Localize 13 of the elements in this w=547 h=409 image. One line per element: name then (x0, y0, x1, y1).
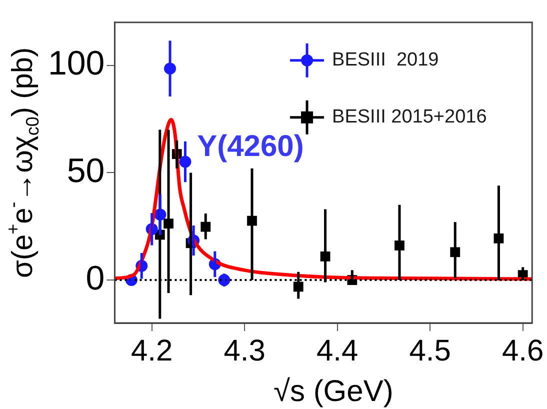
y-tick-label: 50 (66, 152, 105, 190)
x-tick-label: 4.5 (409, 334, 451, 368)
legend-label: BESIII 2015+2016 (332, 106, 487, 128)
x-tick-label: 4.6 (502, 334, 544, 368)
y-axis-title: σ(e+e-→ωχc0) (pb) (2, 47, 42, 278)
x-tick-label: 4.2 (130, 334, 173, 368)
annotation: Y(4260) (197, 130, 304, 163)
legend-label: BESIII 2019 (332, 50, 439, 71)
x-tick-label: 4.4 (316, 334, 358, 368)
y-tick-label: 100 (48, 44, 105, 83)
x-axis-title: √s (GeV) (274, 375, 394, 408)
x-tick-label: 4.3 (224, 334, 266, 368)
y-tick-label: 0 (86, 259, 105, 298)
